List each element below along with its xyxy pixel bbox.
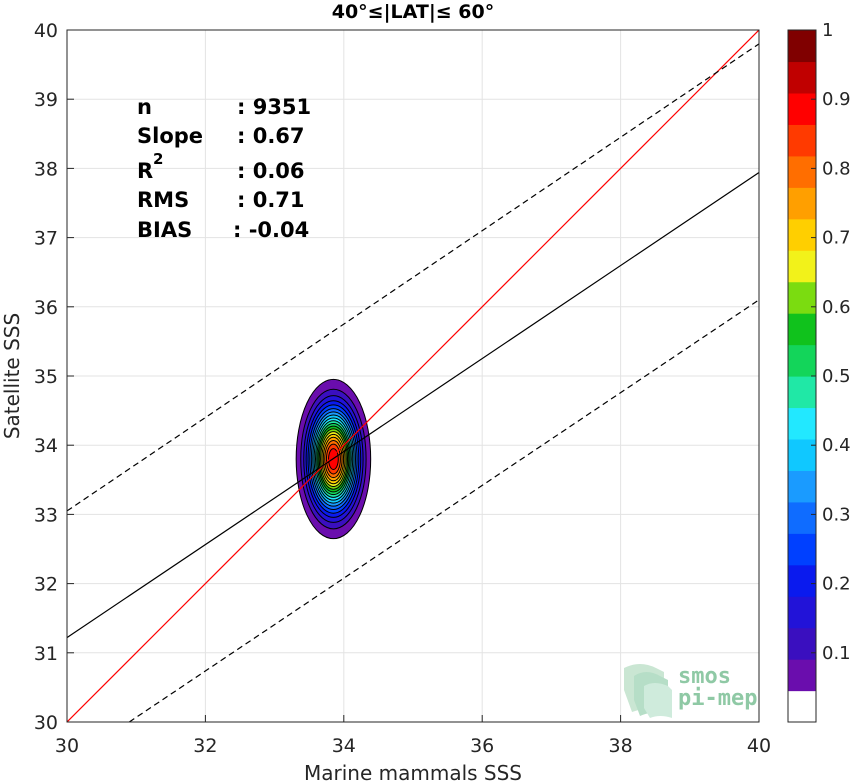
colorbar-segment (788, 690, 816, 723)
colorbar-tick-label: 0.9 (822, 89, 851, 110)
colorbar-segment (788, 564, 816, 597)
stat-n-value: : 9351 (237, 95, 311, 119)
colorbar-segment (788, 61, 816, 94)
stat-slope-label: Slope (137, 124, 203, 148)
colorbar-tick-label: 1 (822, 20, 833, 41)
grid (66, 29, 760, 723)
y-tick-label: 33 (34, 504, 58, 526)
chart-title: 40°≤|LAT|≤ 60° (332, 1, 495, 23)
regression-line (67, 172, 759, 639)
colorbar-tick-label: 0.8 (822, 158, 851, 179)
colorbar-tick-label: 0.5 (822, 366, 851, 387)
stat-r2-superscript: 2 (153, 150, 163, 168)
stat-r2-label: R (137, 159, 153, 183)
statistics-block: n : 9351 Slope : 0.67 R 2 : 0.06 RMS : 0… (137, 95, 311, 242)
one-to-one-line (67, 30, 759, 722)
colorbar-segment (788, 470, 816, 503)
y-axis-ticks: 30 31 32 33 34 35 36 37 38 39 40 (34, 20, 74, 734)
colorbar-segment (788, 92, 816, 125)
reference-lines (67, 30, 759, 722)
colorbar-segment (788, 30, 816, 63)
colorbar-tick-label: 0.7 (822, 228, 851, 249)
colorbar-segment (788, 627, 816, 660)
logo-line2: pi-mep (678, 686, 757, 711)
x-axis-label: Marine mammals SSS (304, 761, 522, 784)
colorbar-segment (788, 501, 816, 534)
stat-rms-label: RMS (137, 188, 189, 212)
colorbar-segment (788, 438, 816, 471)
x-tick-label: 34 (332, 735, 356, 757)
colorbar-segment (788, 407, 816, 440)
colorbar-segment (788, 281, 816, 314)
y-tick-label: 39 (34, 89, 58, 111)
stat-slope-value: : 0.67 (237, 124, 305, 148)
colorbar: 0.1 0.2 0.3 0.4 0.5 0.6 0.7 0.8 0.9 1 (787, 20, 851, 723)
x-tick-label: 30 (55, 735, 79, 757)
stat-r2-value: : 0.06 (237, 159, 305, 183)
smos-pi-mep-logo: smos pi-mep (624, 664, 757, 718)
stat-bias-label: BIAS (137, 218, 192, 242)
stat-rms-value: : 0.71 (237, 188, 305, 212)
y-tick-label: 36 (34, 297, 58, 319)
colorbar-segment (788, 659, 816, 692)
logo-wave-icon (624, 664, 672, 718)
colorbar-tick-label: 0.6 (822, 297, 851, 318)
colorbar-segment (788, 218, 816, 251)
colorbar-segment (788, 313, 816, 346)
colorbar-tick-label: 0.2 (822, 574, 851, 595)
y-tick-label: 38 (34, 158, 58, 180)
x-tick-label: 40 (747, 735, 771, 757)
colorbar-segment (788, 533, 816, 566)
y-tick-label: 31 (34, 643, 58, 665)
colorbar-segment (788, 376, 816, 409)
colorbar-tick-label: 0.4 (822, 435, 851, 456)
colorbar-tick-label: 0.1 (822, 643, 851, 664)
x-tick-label: 38 (609, 735, 633, 757)
y-tick-label: 35 (34, 366, 58, 388)
colorbar-segment (788, 124, 816, 157)
lower-bound-line (128, 299, 759, 722)
stat-n-label: n (137, 95, 152, 119)
y-tick-label: 40 (34, 20, 58, 42)
stat-bias-value: : -0.04 (233, 218, 309, 242)
upper-bound-line (67, 43, 759, 512)
colorbar-segment (788, 596, 816, 629)
y-tick-label: 30 (34, 712, 58, 734)
x-tick-label: 32 (193, 735, 217, 757)
y-tick-label: 34 (34, 435, 58, 457)
x-tick-label: 36 (470, 735, 494, 757)
colorbar-segment (788, 155, 816, 188)
y-tick-label: 32 (34, 574, 58, 596)
colorbar-segment (788, 187, 816, 220)
logo-line1: smos (678, 664, 731, 689)
y-tick-label: 37 (34, 228, 58, 250)
x-axis-ticks: 30 32 34 36 38 40 (55, 715, 771, 757)
colorbar-segment (788, 250, 816, 283)
colorbar-segment (788, 344, 816, 377)
colorbar-tick-label: 0.3 (822, 504, 851, 525)
y-axis-label: Satellite SSS (0, 313, 24, 439)
